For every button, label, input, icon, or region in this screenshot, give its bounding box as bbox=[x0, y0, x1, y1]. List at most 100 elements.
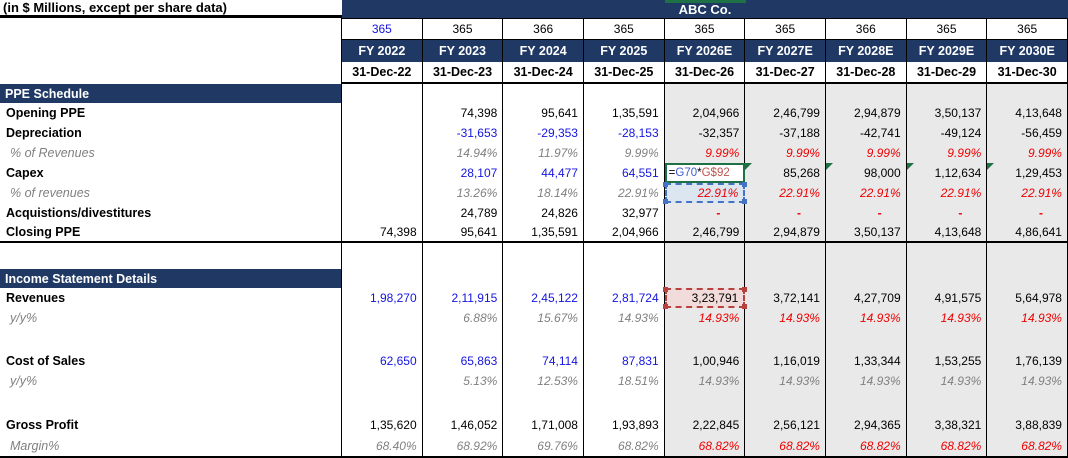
cell[interactable]: 2,04,966 bbox=[664, 103, 746, 123]
cell[interactable]: 74,114 bbox=[503, 351, 584, 371]
cell[interactable]: 22.91% bbox=[584, 183, 665, 203]
cell[interactable]: -32,357 bbox=[664, 123, 746, 143]
cell[interactable] bbox=[825, 391, 907, 414]
cell[interactable] bbox=[987, 243, 1068, 269]
period-end-date-cell[interactable]: 31-Dec-24 bbox=[503, 62, 584, 84]
cell[interactable] bbox=[825, 269, 907, 288]
row-label-opening-ppe[interactable]: Opening PPE bbox=[0, 103, 342, 123]
cell[interactable] bbox=[342, 308, 423, 328]
cell[interactable] bbox=[584, 391, 665, 414]
row-label-y-y[interactable]: y/y% bbox=[0, 371, 342, 391]
cell[interactable] bbox=[342, 243, 423, 269]
cell[interactable]: -37,188 bbox=[745, 123, 826, 143]
selected-revenue-cell[interactable]: 3,23,791 bbox=[662, 287, 748, 309]
cell[interactable]: - bbox=[745, 203, 826, 223]
row-label-capex[interactable]: Capex bbox=[0, 163, 342, 183]
cell[interactable]: 14.93% bbox=[745, 308, 826, 328]
cell[interactable]: 74,398 bbox=[342, 223, 423, 243]
cell[interactable]: 3,38,321 bbox=[906, 414, 988, 435]
cell[interactable]: 24,789 bbox=[423, 203, 504, 223]
cell[interactable]: 14.93% bbox=[664, 371, 746, 391]
cell[interactable] bbox=[906, 328, 988, 351]
cell[interactable]: 14.93% bbox=[906, 371, 988, 391]
cell[interactable] bbox=[342, 328, 423, 351]
selection-handle[interactable] bbox=[662, 199, 668, 204]
cell[interactable]: 22.91% bbox=[906, 183, 988, 203]
cell[interactable]: 1,76,139 bbox=[987, 351, 1068, 371]
row-label-depreciation[interactable]: Depreciation bbox=[0, 123, 342, 143]
cell[interactable]: 2,22,845 bbox=[664, 414, 746, 435]
cell[interactable]: 68.82% bbox=[906, 435, 988, 456]
cell[interactable] bbox=[342, 123, 423, 143]
selection-handle[interactable] bbox=[662, 182, 668, 187]
cell[interactable]: 1,33,344 bbox=[825, 351, 907, 371]
row-label-cost-of-sales[interactable]: Cost of Sales bbox=[0, 351, 342, 371]
fiscal-year-header[interactable]: FY 2023 bbox=[422, 40, 504, 62]
cell[interactable]: 22.91% bbox=[987, 183, 1068, 203]
cell[interactable] bbox=[745, 328, 826, 351]
cell[interactable] bbox=[745, 391, 826, 414]
cell[interactable]: 28,107 bbox=[423, 163, 504, 183]
cell[interactable]: 9.99% bbox=[745, 143, 826, 163]
row-label-y-y[interactable]: y/y% bbox=[0, 308, 342, 328]
period-end-date-cell[interactable]: 31-Dec-23 bbox=[422, 62, 504, 84]
cell[interactable]: 87,831 bbox=[584, 351, 665, 371]
cell[interactable]: 14.93% bbox=[825, 371, 907, 391]
cell[interactable]: 14.93% bbox=[987, 308, 1068, 328]
period-end-date-cell[interactable]: 31-Dec-26 bbox=[664, 62, 746, 84]
cell[interactable] bbox=[342, 391, 423, 414]
cell[interactable] bbox=[503, 328, 584, 351]
cell[interactable] bbox=[664, 243, 746, 269]
cell[interactable]: 68.82% bbox=[664, 435, 746, 456]
cell[interactable] bbox=[342, 203, 423, 223]
cell[interactable] bbox=[423, 84, 504, 103]
cell[interactable]: 14.93% bbox=[584, 308, 665, 328]
cell[interactable]: 2,56,121 bbox=[745, 414, 826, 435]
cell[interactable]: 22.91% bbox=[745, 183, 826, 203]
day-count-cell[interactable]: 366 bbox=[825, 18, 907, 40]
formula-cell[interactable]: = G70 * G$92 bbox=[664, 163, 746, 183]
cell[interactable]: 95,641 bbox=[422, 223, 504, 243]
cell[interactable] bbox=[664, 269, 746, 288]
fiscal-year-header[interactable]: FY 2022 bbox=[342, 40, 423, 62]
fiscal-year-header[interactable]: FY 2025 bbox=[583, 40, 665, 62]
cell[interactable] bbox=[664, 328, 746, 351]
cell[interactable] bbox=[664, 84, 746, 103]
cell[interactable]: 14.93% bbox=[825, 308, 907, 328]
cell[interactable]: 68.82% bbox=[987, 435, 1068, 456]
cell[interactable]: 12.53% bbox=[503, 371, 584, 391]
cell[interactable]: 3,50,137 bbox=[906, 103, 988, 123]
cell[interactable]: -29,353 bbox=[503, 123, 584, 143]
cell[interactable] bbox=[825, 84, 907, 103]
period-end-date-cell[interactable]: 31-Dec-30 bbox=[987, 62, 1068, 84]
cell[interactable]: 9.99% bbox=[906, 143, 988, 163]
cell[interactable] bbox=[987, 269, 1068, 288]
cell[interactable]: 1,46,052 bbox=[423, 414, 504, 435]
cell[interactable]: 2,11,915 bbox=[423, 288, 504, 308]
selection-handle[interactable] bbox=[662, 287, 668, 292]
cell[interactable]: -49,124 bbox=[906, 123, 988, 143]
cell[interactable] bbox=[906, 243, 988, 269]
fiscal-year-header[interactable]: FY 2027E bbox=[745, 40, 826, 62]
cell[interactable] bbox=[342, 163, 423, 183]
cell[interactable]: 1,98,270 bbox=[342, 288, 423, 308]
cell[interactable] bbox=[906, 269, 988, 288]
cell[interactable]: 64,551 bbox=[584, 163, 665, 183]
cell[interactable]: 9.99% bbox=[584, 143, 665, 163]
cell[interactable]: 68.92% bbox=[423, 435, 504, 456]
cell[interactable]: 5,64,978 bbox=[987, 288, 1068, 308]
cell[interactable]: -28,153 bbox=[584, 123, 665, 143]
cell[interactable]: 4,27,709 bbox=[825, 288, 907, 308]
day-count-cell[interactable]: 365 bbox=[906, 18, 988, 40]
cell[interactable]: 2,94,365 bbox=[825, 414, 907, 435]
cell[interactable]: 1,71,008 bbox=[503, 414, 584, 435]
fiscal-year-header[interactable]: FY 2024 bbox=[503, 40, 584, 62]
cell[interactable]: 98,000 bbox=[825, 163, 907, 183]
cell[interactable] bbox=[906, 84, 988, 103]
cell[interactable]: 2,46,799 bbox=[745, 103, 826, 123]
cell[interactable] bbox=[987, 391, 1068, 414]
cell[interactable] bbox=[825, 243, 907, 269]
cell[interactable] bbox=[503, 243, 584, 269]
cell[interactable]: 4,86,641 bbox=[987, 223, 1068, 243]
fiscal-year-header[interactable]: FY 2030E bbox=[987, 40, 1068, 62]
